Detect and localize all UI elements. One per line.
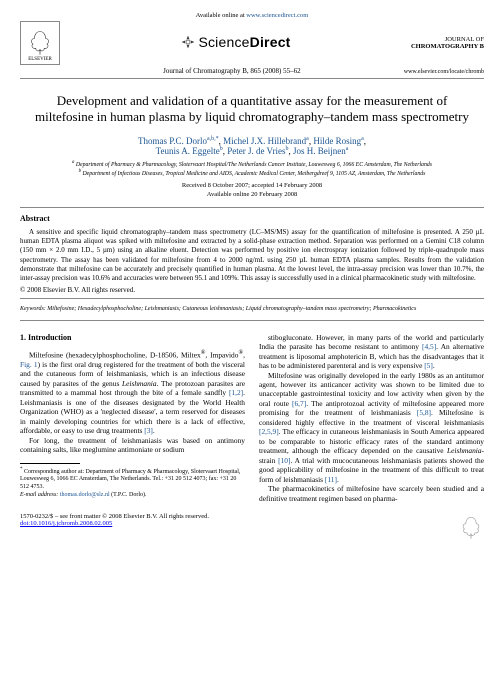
available-online-line: Available online at www.sciencedirect.co…	[20, 12, 484, 19]
author-link[interactable]: Thomas P.C. Dorlo	[138, 136, 207, 146]
elsevier-label: ELSEVIER	[28, 57, 52, 62]
citation-ref[interactable]: [4,5]	[422, 342, 436, 351]
sciencedirect-icon	[180, 34, 196, 50]
body-columns: 1. Introduction Miltefosine (hexadecylph…	[20, 333, 484, 503]
citation-ref[interactable]: [6,7]	[292, 399, 306, 408]
journal-header: Available online at www.sciencedirect.co…	[20, 12, 484, 79]
footnote-rule	[20, 463, 80, 464]
elsevier-footer-icon	[458, 513, 484, 541]
footnotes: * Corresponding author at: Department of…	[20, 467, 245, 500]
received-date: Received 8 October 2007; accepted 14 Feb…	[20, 182, 484, 190]
citation-ref[interactable]: [5]	[424, 361, 433, 370]
affiliation-a: a Department of Pharmacy & Pharmacology,…	[20, 160, 484, 169]
author-link[interactable]: Peter J. de Vries	[227, 146, 285, 156]
figure-ref[interactable]: Fig. 1	[20, 360, 38, 369]
journal-title-line1: JOURNAL OF	[411, 36, 484, 43]
column-right: stibogluconate. However, in many parts o…	[259, 333, 484, 503]
citation-row: Journal of Chromatography B, 865 (2008) …	[20, 67, 484, 79]
journal-title-line2: CHROMATOGRAPHY B	[411, 43, 484, 50]
keywords: Keywords: Miltefosine; Hexadecylphosphoc…	[20, 303, 484, 321]
abstract-heading: Abstract	[20, 214, 484, 223]
elsevier-tree-icon	[26, 27, 54, 57]
available-prefix: Available online at	[196, 12, 247, 19]
elsevier-logo: ELSEVIER	[20, 21, 60, 65]
paragraph: The pharmacokinetics of miltefosine have…	[259, 484, 484, 503]
email-note: E-mail address: thomas.dorlo@slz.nl (T.P…	[20, 492, 245, 500]
paragraph: Miltefosine (hexadecylphosphocholine, D-…	[20, 350, 245, 436]
authors: Thomas P.C. Dorloa,b,*, Michel J.X. Hill…	[20, 136, 484, 156]
doi-link[interactable]: doi:10.1016/j.jchromb.2008.02.005	[20, 520, 112, 527]
affiliations: a Department of Pharmacy & Pharmacology,…	[20, 160, 484, 179]
paragraph: stibogluconate. However, in many parts o…	[259, 333, 484, 371]
article-dates: Received 8 October 2007; accepted 14 Feb…	[20, 182, 484, 199]
keywords-text: Miltefosine; Hexadecylphosphocholine; Le…	[47, 306, 416, 312]
section-heading: 1. Introduction	[20, 333, 245, 343]
paragraph: Miltefosine was originally developed in …	[259, 371, 484, 485]
corresponding-author-note: * Corresponding author at: Department of…	[20, 467, 245, 492]
citation: Journal of Chromatography B, 865 (2008) …	[60, 67, 404, 75]
footer-left: 1570-0232/$ – see front matter © 2008 El…	[20, 513, 209, 543]
page-footer: 1570-0232/$ – see front matter © 2008 El…	[20, 513, 484, 543]
author-link[interactable]: Teunis A. Eggelte	[156, 146, 220, 156]
citation-ref[interactable]: [5,8]	[417, 408, 431, 417]
author-link[interactable]: Michel J.X. Hillebrand	[223, 136, 306, 146]
column-left: 1. Introduction Miltefosine (hexadecylph…	[20, 333, 245, 503]
journal-title-block: JOURNAL OF CHROMATOGRAPHY B	[411, 36, 484, 50]
author-link[interactable]: Jos H. Beijnen	[293, 146, 346, 156]
issn-line: 1570-0232/$ – see front matter © 2008 El…	[20, 513, 209, 520]
sciencedirect-text: ScienceDirect	[198, 34, 290, 50]
citation-ref[interactable]: [2,5,9]	[259, 427, 279, 436]
email-link[interactable]: thomas.dorlo@slz.nl	[60, 492, 110, 498]
journal-url: www.elsevier.com/locate/chromb	[404, 69, 484, 75]
citation-ref[interactable]: [11]	[325, 475, 337, 484]
footer-right	[458, 513, 484, 543]
author-link[interactable]: Hilde Rosing	[313, 136, 361, 146]
keywords-label: Keywords:	[20, 306, 46, 312]
sciencedirect-url[interactable]: www.sciencedirect.com	[246, 12, 308, 19]
sciencedirect-logo: ScienceDirect	[180, 34, 290, 50]
header-row: ELSEVIER ScienceDirect JOURNAL OF CHROMA…	[20, 21, 484, 65]
paragraph: For long, the treatment of leishmaniasis…	[20, 436, 245, 455]
abstract-copyright: © 2008 Elsevier B.V. All rights reserved…	[20, 286, 484, 294]
abstract-body: A sensitive and specific liquid chromato…	[20, 228, 484, 283]
abstract-section: Abstract A sensitive and specific liquid…	[20, 207, 484, 299]
article-title: Development and validation of a quantita…	[30, 93, 474, 126]
affiliation-b: b Department of Infectious Diseases, Tro…	[20, 169, 484, 178]
citation-ref[interactable]: [1,2]	[229, 388, 243, 397]
citation-ref[interactable]: [10]	[278, 456, 290, 465]
online-date: Available online 20 February 2008	[20, 191, 484, 199]
sciencedirect-logo-block: ScienceDirect	[60, 34, 411, 52]
citation-ref[interactable]: [3]	[144, 426, 153, 435]
